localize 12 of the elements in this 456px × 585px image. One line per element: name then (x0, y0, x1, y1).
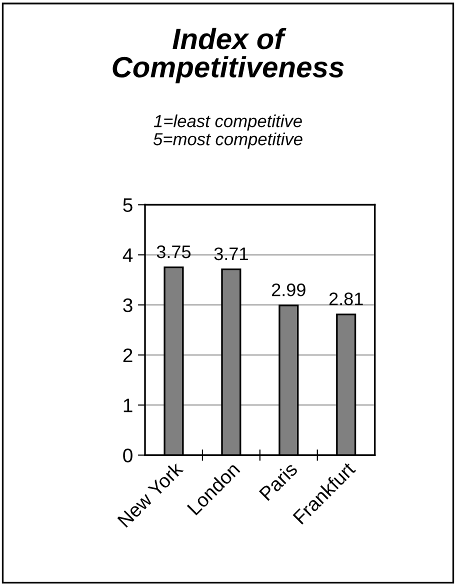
chart-subtitle: 1=least competitive 5=most competitive (153, 114, 302, 149)
y-tick-label: 0 (123, 448, 132, 462)
y-tick-label: 4 (122, 248, 133, 262)
y-tick-label: 2 (123, 348, 132, 362)
data-label: 3.71 (214, 247, 248, 260)
chart-title: Index of Competitiveness (112, 28, 344, 84)
data-label: 3.75 (156, 245, 191, 258)
y-tick-label: 3 (123, 298, 132, 312)
y-tick-label: 5 (123, 198, 132, 212)
y-tick-label: 1 (124, 398, 132, 412)
data-label: 2.99 (272, 283, 306, 296)
data-label: 2.81 (329, 292, 363, 306)
